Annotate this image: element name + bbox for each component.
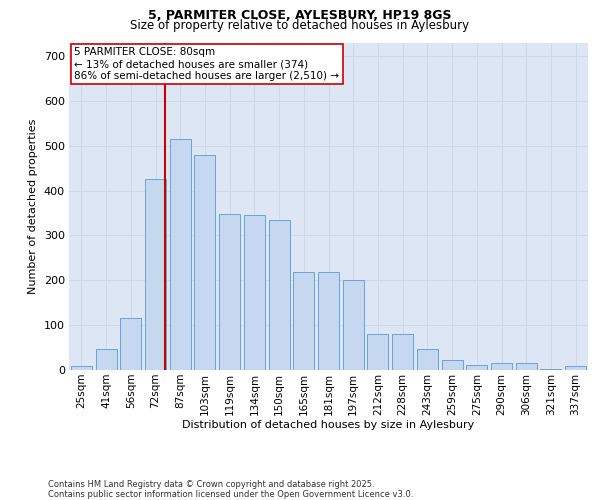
Text: Size of property relative to detached houses in Aylesbury: Size of property relative to detached ho…	[130, 19, 470, 32]
Bar	[541, 368, 562, 370]
Y-axis label: Number of detached properties: Number of detached properties	[28, 118, 38, 294]
Bar	[516, 364, 537, 370]
Bar	[565, 366, 586, 370]
Bar	[95, 349, 116, 370]
Bar	[293, 272, 314, 370]
Bar	[145, 180, 166, 370]
Bar	[442, 360, 463, 370]
Bar	[120, 318, 141, 370]
Bar	[343, 280, 364, 370]
Bar	[219, 214, 240, 370]
Text: 5 PARMITER CLOSE: 80sqm
← 13% of detached houses are smaller (374)
86% of semi-d: 5 PARMITER CLOSE: 80sqm ← 13% of detache…	[74, 48, 339, 80]
Bar	[170, 139, 191, 370]
Bar	[491, 364, 512, 370]
Text: Contains HM Land Registry data © Crown copyright and database right 2025.
Contai: Contains HM Land Registry data © Crown c…	[48, 480, 413, 499]
Bar	[244, 215, 265, 370]
Bar	[194, 154, 215, 370]
X-axis label: Distribution of detached houses by size in Aylesbury: Distribution of detached houses by size …	[182, 420, 475, 430]
Bar	[318, 272, 339, 370]
Bar	[392, 334, 413, 370]
Bar	[71, 366, 92, 370]
Bar	[269, 220, 290, 370]
Bar	[367, 334, 388, 370]
Text: 5, PARMITER CLOSE, AYLESBURY, HP19 8GS: 5, PARMITER CLOSE, AYLESBURY, HP19 8GS	[148, 9, 452, 22]
Bar	[466, 364, 487, 370]
Bar	[417, 349, 438, 370]
